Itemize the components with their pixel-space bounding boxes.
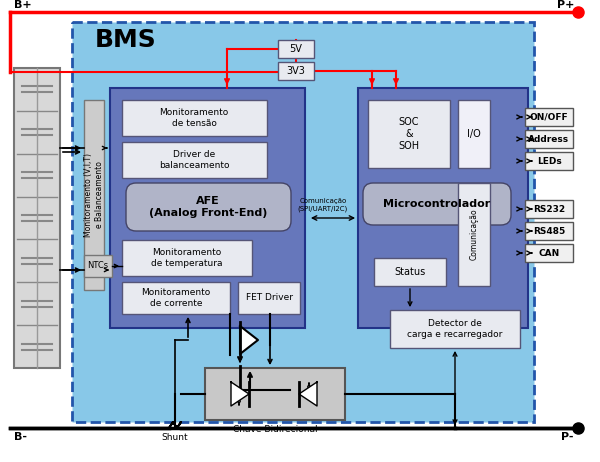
- FancyBboxPatch shape: [374, 258, 446, 286]
- Text: CAN: CAN: [538, 249, 560, 257]
- Text: 3V3: 3V3: [287, 66, 305, 76]
- FancyBboxPatch shape: [278, 62, 314, 80]
- FancyBboxPatch shape: [458, 100, 490, 168]
- FancyBboxPatch shape: [122, 142, 267, 178]
- Text: P-: P-: [562, 432, 574, 442]
- FancyBboxPatch shape: [525, 222, 573, 240]
- Text: Comunicação: Comunicação: [470, 208, 479, 260]
- Polygon shape: [240, 326, 258, 354]
- FancyBboxPatch shape: [390, 310, 520, 348]
- Text: 5V: 5V: [290, 44, 302, 54]
- FancyBboxPatch shape: [525, 244, 573, 262]
- FancyBboxPatch shape: [14, 68, 60, 368]
- Text: Monitoramento
de tensão: Monitoramento de tensão: [160, 108, 229, 128]
- Text: Microcontrolador: Microcontrolador: [383, 199, 491, 209]
- FancyBboxPatch shape: [205, 368, 345, 420]
- FancyBboxPatch shape: [122, 100, 267, 136]
- Text: Chave Bidirecional: Chave Bidirecional: [233, 426, 317, 434]
- Text: Driver de
balanceamento: Driver de balanceamento: [159, 150, 229, 170]
- Text: FET Driver: FET Driver: [245, 293, 293, 303]
- Text: Monitoramento (V,I,T)
e Balanceamento: Monitoramento (V,I,T) e Balanceamento: [84, 153, 104, 237]
- FancyBboxPatch shape: [72, 22, 534, 422]
- Text: Comunicação
(SPI/UART/I2C): Comunicação (SPI/UART/I2C): [298, 198, 348, 212]
- Text: ON/OFF: ON/OFF: [530, 113, 568, 122]
- Text: LEDs: LEDs: [536, 157, 562, 165]
- Text: I/O: I/O: [467, 129, 481, 139]
- FancyBboxPatch shape: [363, 183, 511, 225]
- FancyBboxPatch shape: [458, 183, 490, 286]
- Polygon shape: [299, 382, 317, 406]
- Text: Detector de
carga e recarregador: Detector de carga e recarregador: [407, 319, 503, 339]
- Text: Status: Status: [394, 267, 425, 277]
- Text: B+: B+: [14, 0, 32, 10]
- Text: Monitoramento
de temperatura: Monitoramento de temperatura: [151, 248, 223, 267]
- FancyBboxPatch shape: [84, 255, 112, 277]
- Text: P+: P+: [557, 0, 574, 10]
- Text: B-: B-: [14, 432, 27, 442]
- FancyBboxPatch shape: [525, 152, 573, 170]
- Text: Monitoramento
de corrente: Monitoramento de corrente: [142, 288, 211, 308]
- FancyBboxPatch shape: [525, 200, 573, 218]
- FancyBboxPatch shape: [126, 183, 291, 231]
- Text: Address: Address: [529, 134, 569, 144]
- Text: RS485: RS485: [533, 226, 565, 236]
- FancyBboxPatch shape: [525, 130, 573, 148]
- FancyBboxPatch shape: [122, 240, 252, 276]
- FancyBboxPatch shape: [278, 40, 314, 58]
- FancyBboxPatch shape: [122, 282, 230, 314]
- Text: AFE
(Analog Front-End): AFE (Analog Front-End): [149, 196, 267, 218]
- FancyBboxPatch shape: [238, 282, 300, 314]
- Text: SOC
&
SOH: SOC & SOH: [398, 117, 419, 151]
- FancyBboxPatch shape: [358, 88, 528, 328]
- Text: NTCs: NTCs: [88, 261, 109, 270]
- FancyBboxPatch shape: [368, 100, 450, 168]
- FancyBboxPatch shape: [525, 108, 573, 126]
- Polygon shape: [231, 382, 249, 406]
- Text: BMS: BMS: [95, 28, 157, 52]
- FancyBboxPatch shape: [84, 100, 104, 290]
- Text: RS232: RS232: [533, 205, 565, 213]
- Text: Shunt: Shunt: [161, 433, 188, 443]
- FancyBboxPatch shape: [110, 88, 305, 328]
